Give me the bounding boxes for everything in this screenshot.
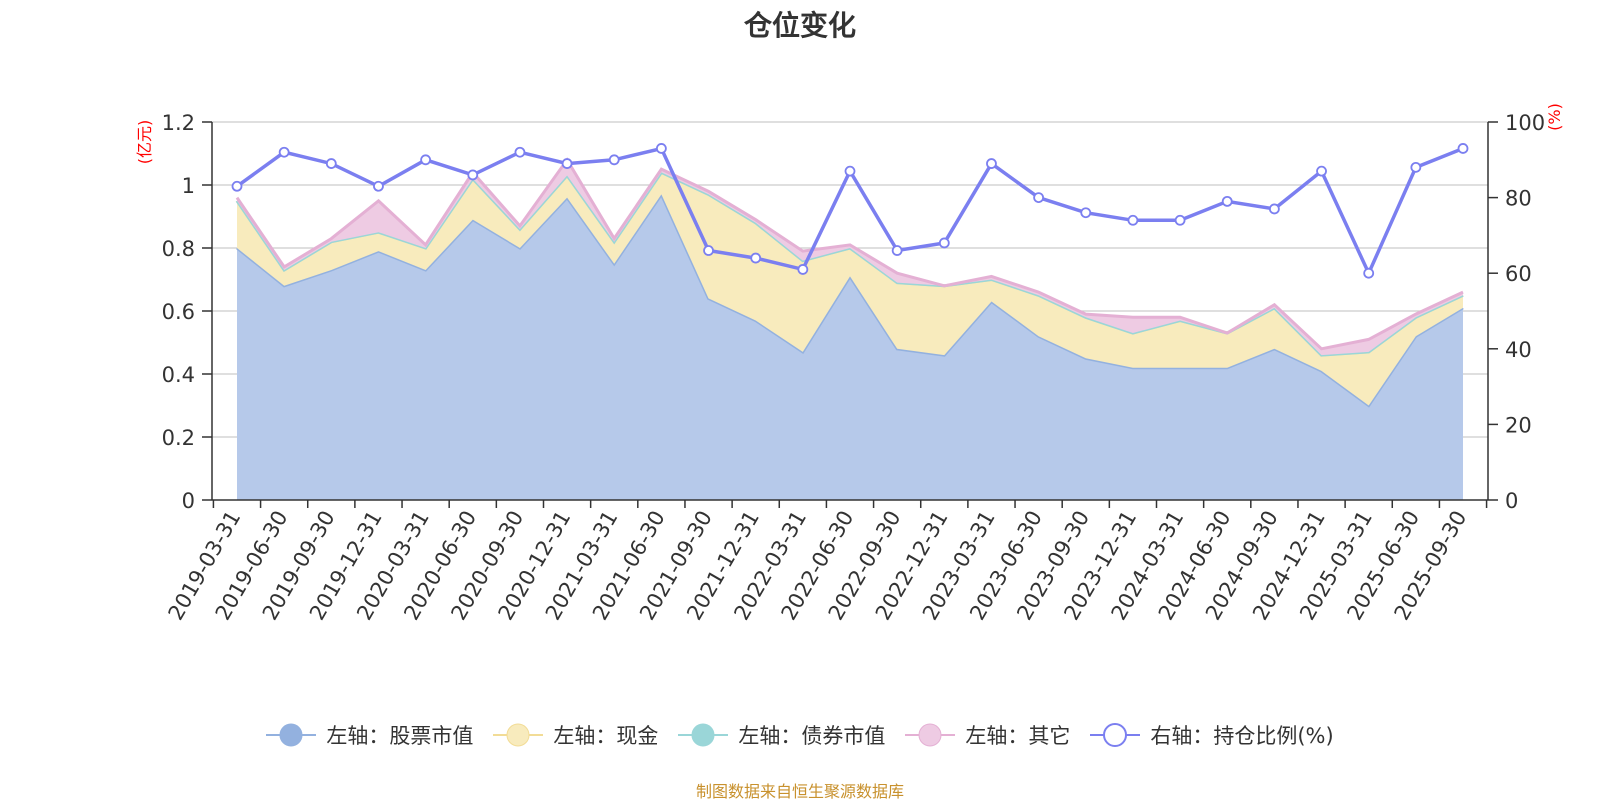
right-tick-label: 60 bbox=[1505, 262, 1532, 286]
left-tick-label: 1.2 bbox=[162, 111, 195, 135]
ratio-point bbox=[1268, 203, 1280, 215]
ratio-point bbox=[797, 264, 809, 275]
ratio-point bbox=[1316, 165, 1327, 177]
left-tick-label: 0.2 bbox=[162, 426, 195, 450]
ratio-point bbox=[278, 146, 290, 158]
legend-item-bond[interactable]: 左轴：债券市值 bbox=[678, 720, 885, 750]
ratio-point bbox=[1457, 143, 1469, 154]
legend-item-other[interactable]: 左轴：其它 bbox=[905, 720, 1070, 750]
filled-circle-icon bbox=[266, 723, 317, 747]
left-tick-label: 0.8 bbox=[162, 237, 195, 261]
right-axis-label: (%) bbox=[1545, 103, 1564, 131]
ratio-point bbox=[1410, 161, 1422, 173]
ratio-point bbox=[703, 245, 714, 256]
right-tick-label: 80 bbox=[1505, 187, 1532, 211]
legend-item-cash[interactable]: 左轴：现金 bbox=[493, 720, 658, 750]
legend-item-ratio[interactable]: 右轴：持仓比例(%) bbox=[1090, 720, 1334, 750]
area-cash bbox=[237, 172, 1463, 406]
ratio-point bbox=[608, 154, 620, 166]
area-stock bbox=[237, 194, 1463, 500]
ratio-point bbox=[561, 158, 573, 169]
ratio-point bbox=[1221, 195, 1233, 207]
ratio-point bbox=[325, 158, 337, 169]
ratio-point bbox=[514, 146, 526, 158]
ratio-point bbox=[938, 237, 950, 249]
left-tick-label: 0.6 bbox=[162, 300, 195, 324]
left-axis-label: (亿元) bbox=[135, 120, 154, 165]
area-edge-other bbox=[235, 157, 1464, 351]
ratio-point bbox=[231, 180, 243, 192]
ratio-point bbox=[655, 143, 667, 154]
right-tick-label: 20 bbox=[1505, 413, 1532, 437]
data-source-note: 制图数据来自恒生聚源数据库 bbox=[695, 782, 904, 801]
filled-circle-icon bbox=[905, 723, 956, 747]
legend-label: 左轴：债券市值 bbox=[738, 724, 886, 748]
filled-circle-icon bbox=[678, 723, 729, 747]
ratio-point bbox=[1127, 214, 1139, 226]
left-tick-label: 1 bbox=[182, 174, 195, 198]
left-tick-label: 0 bbox=[182, 489, 195, 513]
legend-label: 左轴：现金 bbox=[553, 724, 659, 748]
ratio-point bbox=[750, 252, 762, 264]
chart-title: 仓位变化 bbox=[743, 9, 856, 42]
right-tick-label: 100 bbox=[1505, 111, 1545, 135]
ratio-point bbox=[373, 180, 384, 192]
ratio-point bbox=[1033, 192, 1045, 204]
chart-legend: 左轴：股票市值 左轴：现金 左轴：债券市值 左轴：其它 右轴：持仓比例(%) bbox=[0, 720, 1600, 750]
legend-label: 左轴：股票市值 bbox=[326, 724, 474, 748]
legend-label: 左轴：其它 bbox=[965, 724, 1071, 748]
ratio-point bbox=[986, 158, 997, 169]
ratio-point bbox=[1174, 214, 1186, 226]
ratio-point bbox=[420, 154, 432, 166]
filled-circle-icon bbox=[493, 723, 544, 747]
stacked-areas bbox=[235, 157, 1464, 500]
ratio-point bbox=[844, 165, 856, 177]
ratio-point bbox=[891, 245, 903, 256]
ratio-point bbox=[467, 169, 479, 181]
ratio-point bbox=[1363, 267, 1375, 279]
hollow-circle-icon bbox=[1090, 723, 1141, 747]
right-tick-label: 0 bbox=[1505, 489, 1518, 513]
right-tick-label: 40 bbox=[1505, 338, 1532, 362]
ratio-line bbox=[231, 143, 1469, 279]
legend-label: 右轴：持仓比例(%) bbox=[1150, 724, 1334, 748]
ratio-point bbox=[1080, 207, 1092, 219]
legend-item-stock[interactable]: 左轴：股票市值 bbox=[266, 720, 473, 750]
left-tick-label: 0.4 bbox=[162, 363, 195, 387]
